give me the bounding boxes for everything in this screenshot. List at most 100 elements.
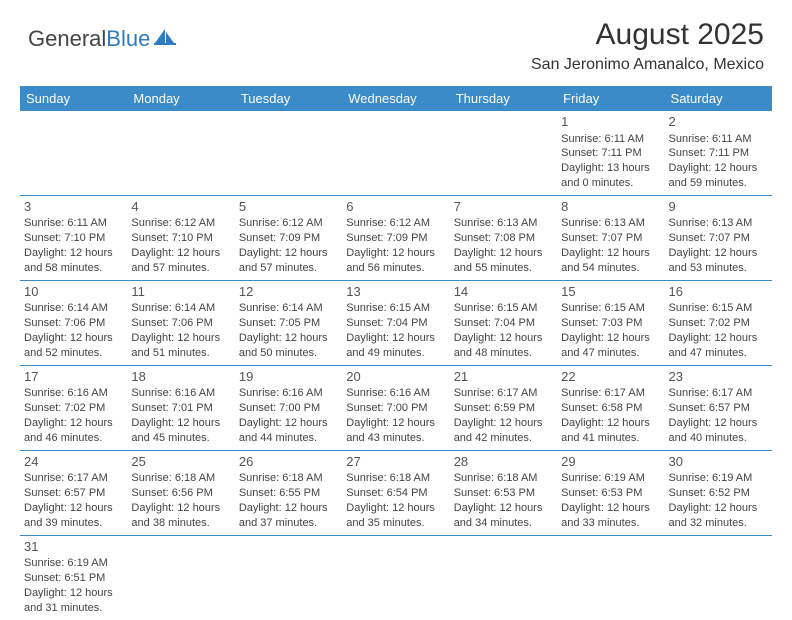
sunrise-line: Sunrise: 6:17 AM xyxy=(24,471,123,486)
sunrise-line: Sunrise: 6:17 AM xyxy=(669,386,768,401)
day-number: 2 xyxy=(669,113,768,131)
calendar-cell: 18Sunrise: 6:16 AMSunset: 7:01 PMDayligh… xyxy=(127,365,234,450)
calendar-cell xyxy=(127,111,234,195)
sunset-line: Sunset: 7:02 PM xyxy=(24,401,123,416)
day-number: 19 xyxy=(239,368,338,386)
day-number: 15 xyxy=(561,283,660,301)
day-header: Thursday xyxy=(450,86,557,111)
daylight-line2: and 48 minutes. xyxy=(454,346,553,361)
calendar-cell xyxy=(20,111,127,195)
daylight-line2: and 35 minutes. xyxy=(346,516,445,531)
calendar-cell: 3Sunrise: 6:11 AMSunset: 7:10 PMDaylight… xyxy=(20,195,127,280)
sunrise-line: Sunrise: 6:18 AM xyxy=(131,471,230,486)
daylight-line1: Daylight: 12 hours xyxy=(669,501,768,516)
daylight-line2: and 58 minutes. xyxy=(24,261,123,276)
sunset-line: Sunset: 7:10 PM xyxy=(24,231,123,246)
sunset-line: Sunset: 7:06 PM xyxy=(24,316,123,331)
sunrise-line: Sunrise: 6:16 AM xyxy=(131,386,230,401)
day-number: 28 xyxy=(454,453,553,471)
calendar-table: SundayMondayTuesdayWednesdayThursdayFrid… xyxy=(20,86,772,620)
sunrise-line: Sunrise: 6:15 AM xyxy=(669,301,768,316)
sunset-line: Sunset: 7:03 PM xyxy=(561,316,660,331)
sunrise-line: Sunrise: 6:19 AM xyxy=(561,471,660,486)
daylight-line2: and 52 minutes. xyxy=(24,346,123,361)
day-number: 18 xyxy=(131,368,230,386)
daylight-line1: Daylight: 12 hours xyxy=(346,331,445,346)
day-number: 25 xyxy=(131,453,230,471)
calendar-cell: 13Sunrise: 6:15 AMSunset: 7:04 PMDayligh… xyxy=(342,280,449,365)
daylight-line2: and 34 minutes. xyxy=(454,516,553,531)
calendar-row: 17Sunrise: 6:16 AMSunset: 7:02 PMDayligh… xyxy=(20,365,772,450)
day-number: 11 xyxy=(131,283,230,301)
sunrise-line: Sunrise: 6:16 AM xyxy=(239,386,338,401)
calendar-cell: 1Sunrise: 6:11 AMSunset: 7:11 PMDaylight… xyxy=(557,111,664,195)
sunset-line: Sunset: 7:07 PM xyxy=(669,231,768,246)
calendar-cell: 26Sunrise: 6:18 AMSunset: 6:55 PMDayligh… xyxy=(235,450,342,535)
daylight-line1: Daylight: 12 hours xyxy=(239,331,338,346)
day-number: 7 xyxy=(454,198,553,216)
sunset-line: Sunset: 6:57 PM xyxy=(669,401,768,416)
day-number: 1 xyxy=(561,113,660,131)
daylight-line1: Daylight: 12 hours xyxy=(454,246,553,261)
sunset-line: Sunset: 7:09 PM xyxy=(346,231,445,246)
calendar-cell xyxy=(342,111,449,195)
daylight-line1: Daylight: 12 hours xyxy=(561,501,660,516)
sunrise-line: Sunrise: 6:14 AM xyxy=(239,301,338,316)
daylight-line1: Daylight: 12 hours xyxy=(561,416,660,431)
sunrise-line: Sunrise: 6:16 AM xyxy=(24,386,123,401)
daylight-line2: and 59 minutes. xyxy=(669,176,768,191)
sunset-line: Sunset: 7:04 PM xyxy=(346,316,445,331)
calendar-cell xyxy=(450,535,557,619)
calendar-cell: 23Sunrise: 6:17 AMSunset: 6:57 PMDayligh… xyxy=(665,365,772,450)
sunrise-line: Sunrise: 6:14 AM xyxy=(131,301,230,316)
sunrise-line: Sunrise: 6:12 AM xyxy=(346,216,445,231)
day-number: 17 xyxy=(24,368,123,386)
daylight-line1: Daylight: 12 hours xyxy=(669,161,768,176)
daylight-line2: and 39 minutes. xyxy=(24,516,123,531)
daylight-line2: and 46 minutes. xyxy=(24,431,123,446)
calendar-cell: 17Sunrise: 6:16 AMSunset: 7:02 PMDayligh… xyxy=(20,365,127,450)
day-number: 24 xyxy=(24,453,123,471)
calendar-cell: 4Sunrise: 6:12 AMSunset: 7:10 PMDaylight… xyxy=(127,195,234,280)
sunrise-line: Sunrise: 6:13 AM xyxy=(561,216,660,231)
calendar-cell xyxy=(665,535,772,619)
sunset-line: Sunset: 6:53 PM xyxy=(454,486,553,501)
daylight-line2: and 38 minutes. xyxy=(131,516,230,531)
sunset-line: Sunset: 6:55 PM xyxy=(239,486,338,501)
day-number: 16 xyxy=(669,283,768,301)
calendar-cell: 5Sunrise: 6:12 AMSunset: 7:09 PMDaylight… xyxy=(235,195,342,280)
calendar-cell: 7Sunrise: 6:13 AMSunset: 7:08 PMDaylight… xyxy=(450,195,557,280)
day-number: 9 xyxy=(669,198,768,216)
sunset-line: Sunset: 7:01 PM xyxy=(131,401,230,416)
daylight-line2: and 51 minutes. xyxy=(131,346,230,361)
calendar-cell: 12Sunrise: 6:14 AMSunset: 7:05 PMDayligh… xyxy=(235,280,342,365)
daylight-line2: and 31 minutes. xyxy=(24,601,123,616)
daylight-line2: and 40 minutes. xyxy=(669,431,768,446)
daylight-line1: Daylight: 12 hours xyxy=(454,416,553,431)
sunset-line: Sunset: 6:54 PM xyxy=(346,486,445,501)
daylight-line1: Daylight: 12 hours xyxy=(131,416,230,431)
daylight-line1: Daylight: 12 hours xyxy=(669,416,768,431)
calendar-cell: 6Sunrise: 6:12 AMSunset: 7:09 PMDaylight… xyxy=(342,195,449,280)
calendar-cell: 16Sunrise: 6:15 AMSunset: 7:02 PMDayligh… xyxy=(665,280,772,365)
daylight-line1: Daylight: 12 hours xyxy=(131,246,230,261)
sunrise-line: Sunrise: 6:11 AM xyxy=(561,132,660,147)
calendar-row: 3Sunrise: 6:11 AMSunset: 7:10 PMDaylight… xyxy=(20,195,772,280)
day-header: Tuesday xyxy=(235,86,342,111)
calendar-cell xyxy=(450,111,557,195)
sunrise-line: Sunrise: 6:19 AM xyxy=(669,471,768,486)
day-number: 30 xyxy=(669,453,768,471)
daylight-line1: Daylight: 12 hours xyxy=(131,331,230,346)
daylight-line1: Daylight: 12 hours xyxy=(24,246,123,261)
sunrise-line: Sunrise: 6:13 AM xyxy=(669,216,768,231)
sunrise-line: Sunrise: 6:13 AM xyxy=(454,216,553,231)
daylight-line2: and 55 minutes. xyxy=(454,261,553,276)
day-number: 8 xyxy=(561,198,660,216)
sunset-line: Sunset: 6:51 PM xyxy=(24,571,123,586)
calendar-cell: 25Sunrise: 6:18 AMSunset: 6:56 PMDayligh… xyxy=(127,450,234,535)
sunrise-line: Sunrise: 6:15 AM xyxy=(346,301,445,316)
day-number: 23 xyxy=(669,368,768,386)
calendar-cell: 28Sunrise: 6:18 AMSunset: 6:53 PMDayligh… xyxy=(450,450,557,535)
daylight-line1: Daylight: 12 hours xyxy=(239,416,338,431)
day-number: 26 xyxy=(239,453,338,471)
